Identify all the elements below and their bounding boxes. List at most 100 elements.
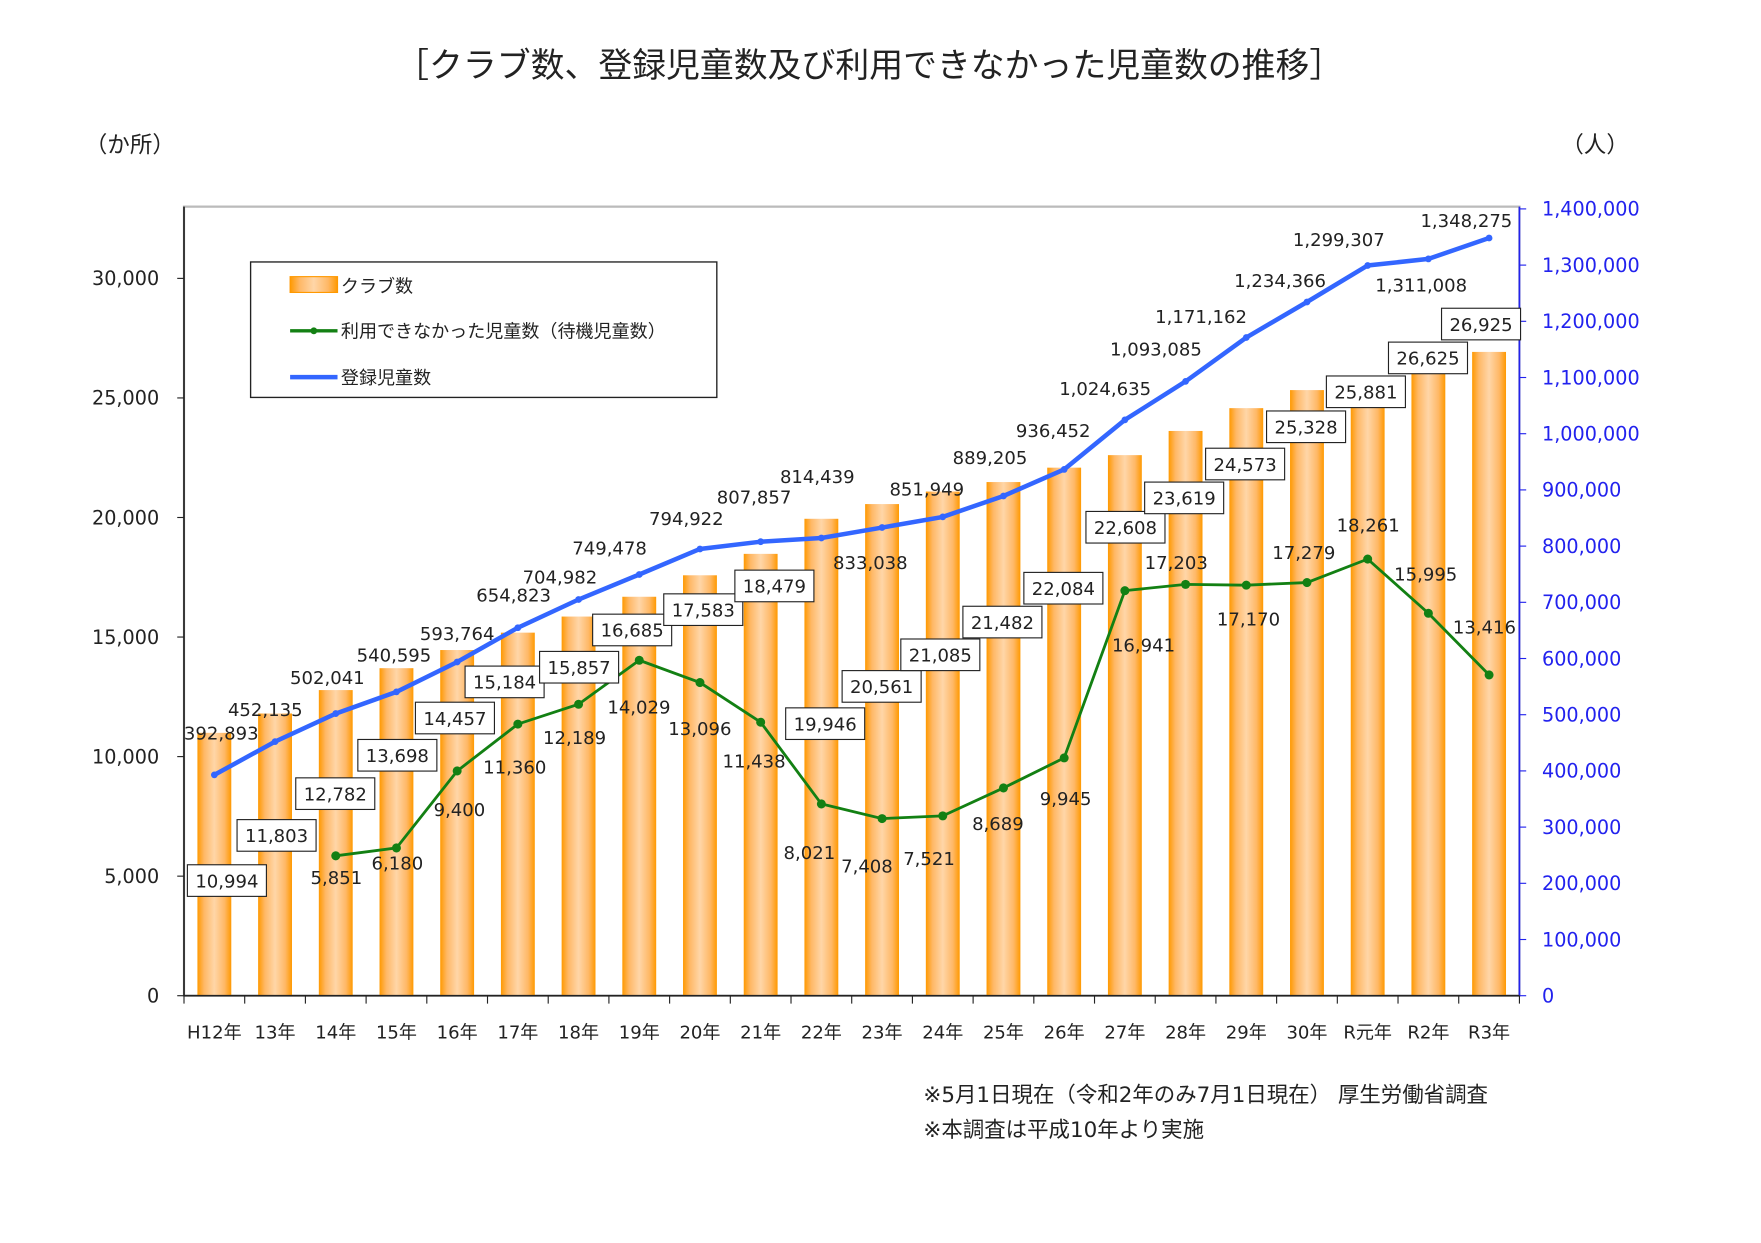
x-tick-label: 22年	[801, 1023, 842, 1044]
point-waiting	[1241, 580, 1251, 590]
club-data-label: 21,085	[909, 646, 972, 667]
club-label-box	[592, 613, 673, 647]
registered-data-label: 833,038	[833, 553, 908, 574]
registered-data-label: 807,857	[717, 488, 792, 509]
registered-data-label: 1,234,366	[1234, 271, 1326, 292]
x-tick-label: 13年	[255, 1023, 296, 1044]
club-label-box	[414, 701, 495, 735]
club-data-label: 23,619	[1153, 489, 1216, 510]
waiting-data-label: 8,021	[784, 843, 836, 864]
bar-clubs	[1047, 467, 1082, 996]
registered-data-label: 1,299,307	[1293, 230, 1385, 251]
registered-data-label: 1,348,275	[1420, 211, 1512, 232]
club-data-label: 12,782	[304, 784, 367, 805]
waiting-data-label: 13,096	[668, 719, 731, 740]
x-tick-label: 30年	[1286, 1023, 1327, 1044]
point-waiting	[391, 843, 401, 853]
point-waiting	[877, 814, 887, 824]
waiting-data-label: 16,941	[1112, 635, 1175, 656]
point-registered	[1060, 466, 1068, 473]
right-tick-label: 500,000	[1542, 703, 1621, 726]
x-tick-label: 16年	[437, 1023, 478, 1044]
point-registered	[575, 596, 582, 603]
waiting-data-label: 9,400	[434, 800, 486, 821]
note-1: ※5月1日現在（令和2年のみ7月1日現在） 厚生労働省調査	[923, 1083, 1488, 1108]
club-label-box	[1205, 447, 1286, 481]
point-registered	[1182, 378, 1189, 385]
right-tick-label: 1,400,000	[1542, 198, 1640, 221]
x-tick-label: R3年	[1468, 1023, 1510, 1044]
x-tick-label: 17年	[497, 1023, 538, 1044]
bar-clubs	[1107, 455, 1142, 996]
point-waiting	[756, 717, 766, 727]
registered-data-label: 936,452	[1016, 421, 1091, 442]
club-data-label: 21,482	[971, 613, 1034, 634]
x-tick-label: 23年	[862, 1023, 903, 1044]
left-tick-label: 20,000	[92, 506, 159, 529]
point-registered	[635, 571, 643, 578]
right-tick-label: 200,000	[1542, 872, 1621, 895]
right-tick-label: 1,300,000	[1542, 254, 1640, 277]
right-tick-label: 100,000	[1542, 928, 1621, 951]
line-registered	[213, 235, 1490, 777]
legend: クラブ数 利用できなかった児童数（待機児童数） 登録児童数	[249, 261, 718, 399]
point-registered	[1121, 416, 1129, 424]
point-waiting	[1363, 554, 1373, 564]
waiting-data-label: 11,438	[722, 752, 785, 773]
bar-clubs	[986, 482, 1021, 996]
point-waiting	[331, 851, 341, 861]
club-label-box	[464, 665, 545, 699]
point-waiting	[1484, 670, 1494, 680]
club-data-label: 13,698	[366, 746, 429, 767]
point-registered	[514, 624, 522, 632]
club-label-box	[1387, 341, 1469, 375]
right-tick-label: 900,000	[1542, 479, 1621, 502]
point-registered	[696, 545, 704, 553]
registered-data-label: 1,024,635	[1059, 379, 1151, 400]
club-data-label: 19,946	[794, 714, 857, 735]
right-tick-label: 700,000	[1542, 591, 1621, 614]
x-tick-label: H12年	[187, 1023, 242, 1044]
point-registered	[393, 688, 400, 696]
bar-clubs	[925, 491, 960, 996]
point-registered	[453, 658, 461, 666]
bar-clubs	[1168, 430, 1203, 996]
point-registered	[878, 524, 886, 531]
waiting-data-label: 18,261	[1337, 516, 1400, 537]
club-data-label: 26,925	[1449, 315, 1512, 336]
line-waiting	[335, 557, 1491, 858]
registered-data-label: 814,439	[780, 467, 855, 488]
club-data-label: 16,685	[601, 621, 664, 642]
bar-clubs	[1350, 376, 1385, 996]
club-data-label: 25,881	[1334, 383, 1397, 404]
club-label-box	[295, 777, 376, 811]
waiting-data-label: 6,180	[372, 853, 424, 874]
bar-clubs	[318, 690, 353, 996]
point-registered	[939, 513, 947, 521]
waiting-data-label: 15,995	[1394, 564, 1457, 585]
club-data-label: 25,328	[1274, 418, 1337, 439]
waiting-data-label: 9,945	[1040, 789, 1092, 810]
registered-data-label: 452,135	[228, 700, 303, 721]
point-waiting	[695, 678, 705, 688]
x-tick-label: 25年	[983, 1023, 1024, 1044]
x-tick-label: 28年	[1165, 1023, 1206, 1044]
bar-clubs	[1290, 390, 1324, 996]
bar-clubs	[743, 553, 778, 996]
club-data-label: 18,479	[743, 577, 806, 598]
point-waiting	[816, 799, 826, 809]
left-tick-label: 0	[147, 984, 159, 1007]
registered-data-label: 392,893	[184, 723, 259, 744]
point-waiting	[574, 699, 584, 709]
waiting-data-label: 12,189	[543, 728, 606, 749]
legend-bar-swatch	[289, 276, 339, 294]
point-waiting	[938, 811, 948, 821]
bar-clubs	[683, 575, 717, 996]
waiting-data-label: 17,279	[1272, 543, 1335, 564]
right-tick-label: 300,000	[1542, 816, 1621, 839]
club-label-box	[900, 638, 981, 672]
right-tick-label: 400,000	[1542, 760, 1621, 783]
registered-data-label: 593,764	[420, 624, 495, 645]
right-tick-label: 0	[1542, 984, 1554, 1007]
